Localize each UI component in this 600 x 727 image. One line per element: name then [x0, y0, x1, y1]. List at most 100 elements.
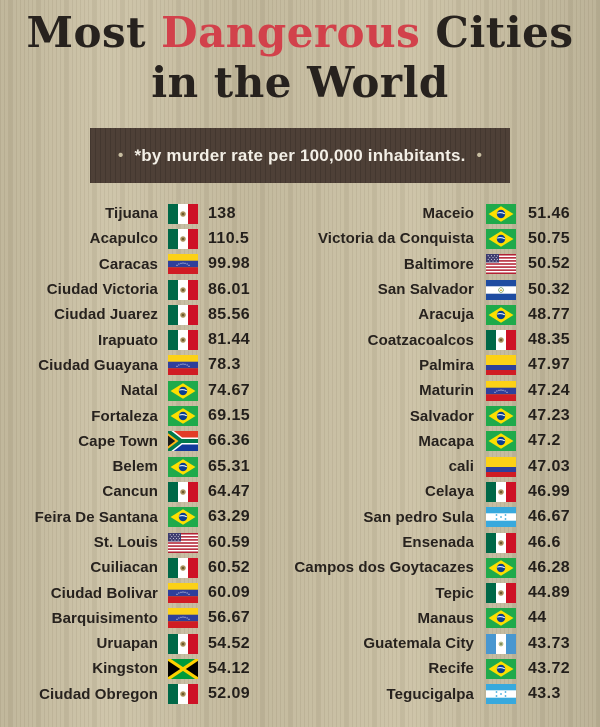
table-row: Ensenada 46.6: [300, 530, 600, 555]
subtitle-banner: • *by murder rate per 100,000 inhabitant…: [90, 128, 510, 183]
city-label: Campos dos Goytacazes: [294, 559, 474, 577]
table-row: Recife 43.72: [300, 656, 600, 681]
table-row: St. Louis 60.59: [0, 530, 300, 555]
murder-rate-value: 44.89: [528, 584, 571, 602]
city-label: Coatzacoalcos: [367, 331, 474, 349]
mexico-flag-icon: [168, 330, 198, 351]
city-label: Victoria da Conquista: [317, 230, 474, 248]
city-label: Salvador: [409, 407, 474, 425]
murder-rate-value: 63.29: [208, 508, 251, 526]
murder-rate-value: 54.52: [208, 634, 251, 652]
table-row: Kingston 54.12: [0, 656, 300, 681]
table-row: San Salvador 50.32: [300, 277, 600, 302]
city-label: Belem: [112, 458, 158, 476]
table-row: Natal 74.67: [0, 378, 300, 403]
table-row: Cuiliacan 60.52: [0, 555, 300, 580]
page-title: Most Dangerous Cities in the World: [0, 0, 600, 108]
subtitle-text: *by murder rate per 100,000 inhabitants.: [134, 145, 466, 165]
table-row: Barquisimento 56.67: [0, 606, 300, 631]
murder-rate-value: 47.03: [528, 457, 571, 475]
mexico-flag-icon: [168, 684, 198, 705]
murder-rate-value: 110.5: [208, 229, 250, 247]
brazil-flag-icon: [486, 406, 516, 427]
table-column-left: Tijuana 138 Acapulco 110.5 Caracas 99.98 Ciuda…: [0, 201, 300, 707]
brazil-flag-icon: [486, 203, 516, 224]
table-row: Victoria da Conquista 50.75: [300, 226, 600, 251]
city-label: Feira De Santana: [34, 508, 158, 526]
murder-rate-value: 46.99: [528, 482, 571, 500]
title-line2: in the World: [151, 58, 449, 107]
murder-rate-value: 54.12: [208, 659, 251, 677]
murder-rate-value: 47.23: [528, 407, 571, 425]
brazil-flag-icon: [168, 406, 198, 427]
city-label: Ciudad Guayana: [38, 356, 158, 374]
city-label: Macapa: [418, 432, 474, 450]
murder-rate-value: 50.52: [528, 255, 571, 273]
murder-rate-value: 43.3: [528, 685, 561, 703]
city-label: Palmira: [419, 356, 474, 374]
table-row: Baltimore 50.52: [300, 252, 600, 277]
mexico-flag-icon: [486, 532, 516, 553]
mexico-flag-icon: [486, 481, 516, 502]
city-label: Cancun: [102, 483, 158, 501]
murder-rate-value: 60.52: [208, 558, 251, 576]
table-row: Maceio 51.46: [300, 201, 600, 226]
brazil-flag-icon: [486, 658, 516, 679]
table-row: Ciudad Victoria 86.01: [0, 277, 300, 302]
city-label: Tijuana: [105, 205, 158, 223]
city-label: Acapulco: [89, 230, 158, 248]
murder-rate-value: 64.47: [208, 482, 251, 500]
murder-rate-value: 78.3: [208, 356, 241, 374]
brazil-flag-icon: [168, 507, 198, 528]
table-row: Uruapan 54.52: [0, 631, 300, 656]
murder-rate-value: 69.15: [208, 407, 251, 425]
brazil-flag-icon: [486, 431, 516, 452]
table-row: Guatemala City 43.73: [300, 631, 600, 656]
city-label: Ensenada: [402, 534, 474, 551]
murder-rate-value: 46.6: [528, 533, 561, 551]
murder-rate-value: 138: [208, 204, 236, 222]
mexico-flag-icon: [168, 481, 198, 502]
murder-rate-value: 99.98: [208, 255, 251, 273]
venezuela-flag-icon: [486, 380, 516, 401]
city-label: Fortaleza: [91, 407, 158, 425]
murder-rate-value: 56.67: [208, 609, 251, 627]
city-label: Irapuato: [98, 331, 158, 349]
brazil-flag-icon: [486, 608, 516, 629]
city-label: Manaus: [417, 609, 474, 627]
table-row: San pedro Sula 46.67: [300, 505, 600, 530]
mexico-flag-icon: [486, 330, 516, 351]
table-row: Maturin 47.24: [300, 378, 600, 403]
table-row: Tegucigalpa 43.3: [300, 682, 600, 707]
murder-rate-value: 81.44: [208, 331, 251, 349]
murder-rate-value: 50.75: [528, 229, 571, 247]
city-label: Cuiliacan: [90, 559, 158, 577]
city-label: cali: [448, 458, 474, 476]
city-label: Aracuja: [418, 306, 474, 324]
table-row: Caracas 99.98: [0, 252, 300, 277]
mexico-flag-icon: [168, 633, 198, 654]
city-label: Celaya: [425, 483, 474, 501]
murder-rate-value: 43.73: [528, 634, 571, 652]
city-label: Ciudad Victoria: [46, 281, 158, 299]
mexico-flag-icon: [486, 583, 516, 604]
murder-rate-value: 86.01: [208, 280, 251, 298]
honduras-flag-icon: [486, 507, 516, 528]
murder-rate-value: 48.77: [528, 305, 571, 323]
jamaica-flag-icon: [168, 658, 198, 679]
table-row: Manaus 44: [300, 606, 600, 631]
table-row: Acapulco 110.5: [0, 226, 300, 251]
city-label: Guatemala City: [363, 635, 474, 653]
city-label: Kingston: [92, 660, 158, 678]
south-africa-flag-icon: [168, 431, 198, 452]
city-label: Ciudad Obregon: [39, 685, 158, 703]
venezuela-flag-icon: [168, 355, 198, 376]
table-row: Salvador 47.23: [300, 403, 600, 428]
table-row: Aracuja 48.77: [300, 302, 600, 327]
table-row: Cancun 64.47: [0, 479, 300, 504]
table-row: Palmira 47.97: [300, 353, 600, 378]
table-row: Ciudad Obregon 52.09: [0, 682, 300, 707]
venezuela-flag-icon: [168, 254, 198, 275]
city-label: Tepic: [435, 584, 474, 602]
table-row: Ciudad Bolivar 60.09: [0, 580, 300, 605]
